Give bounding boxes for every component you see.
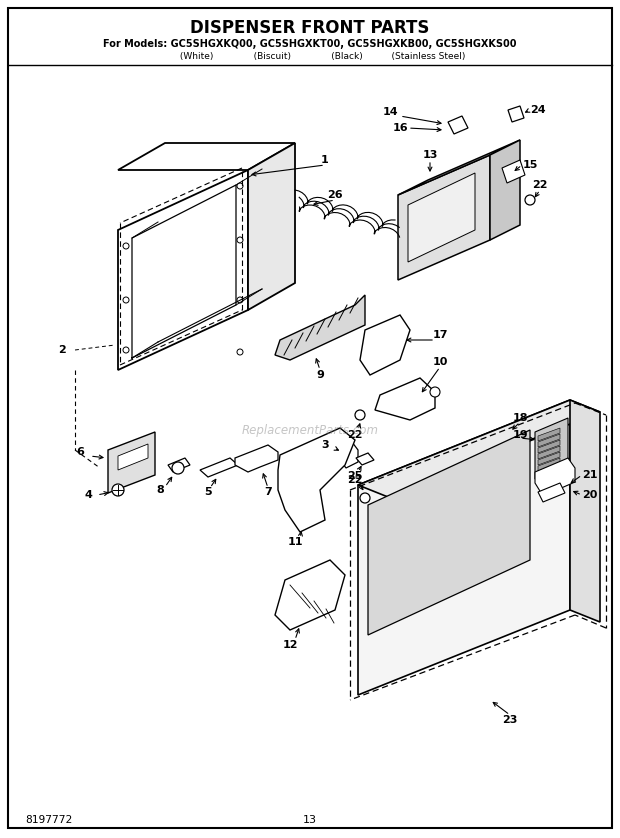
Circle shape [237,349,243,355]
Circle shape [123,297,129,303]
Text: 1: 1 [321,155,329,165]
Polygon shape [118,170,248,370]
Text: 24: 24 [530,105,546,115]
Polygon shape [538,483,565,502]
Polygon shape [275,560,345,630]
Polygon shape [358,400,570,695]
Polygon shape [358,400,600,497]
Polygon shape [502,160,525,183]
Circle shape [355,410,365,420]
Text: 21: 21 [582,470,598,480]
Text: 22: 22 [532,180,547,190]
Polygon shape [538,428,560,441]
Text: DISPENSER FRONT PARTS: DISPENSER FRONT PARTS [190,19,430,37]
Text: 17: 17 [432,330,448,340]
Polygon shape [375,378,435,420]
Polygon shape [570,400,600,622]
Text: 18: 18 [512,413,528,423]
Text: 13: 13 [422,150,438,160]
Polygon shape [538,446,560,459]
Text: 5: 5 [204,487,212,497]
Circle shape [123,347,129,353]
Polygon shape [398,140,520,195]
Polygon shape [340,442,358,468]
Circle shape [360,493,370,503]
Circle shape [430,387,440,397]
Polygon shape [275,295,365,360]
Text: 12: 12 [282,640,298,650]
Text: 23: 23 [502,715,518,725]
Circle shape [237,183,243,189]
Text: 22: 22 [347,475,363,485]
Text: (White)              (Biscuit)              (Black)          (Stainless Steel): (White) (Biscuit) (Black) (Stainless Ste… [154,51,466,60]
Text: 19: 19 [512,430,528,440]
Polygon shape [408,173,475,262]
Text: 11: 11 [287,537,303,547]
Polygon shape [278,428,355,532]
Polygon shape [448,116,468,134]
Text: 13: 13 [303,815,317,825]
Text: 22: 22 [347,430,363,440]
Polygon shape [118,444,148,470]
Circle shape [525,195,535,205]
Text: 14: 14 [382,107,398,117]
Polygon shape [356,453,374,465]
Polygon shape [118,143,295,170]
Text: 8: 8 [156,485,164,495]
Polygon shape [538,440,560,453]
Text: 26: 26 [327,190,343,200]
Text: 8197772: 8197772 [25,815,73,825]
Text: 7: 7 [264,487,272,497]
Text: 3: 3 [321,440,329,450]
Text: For Models: GC5SHGXKQ00, GC5SHGXKT00, GC5SHGXKB00, GC5SHGXKS00: For Models: GC5SHGXKQ00, GC5SHGXKT00, GC… [104,39,516,49]
Polygon shape [535,418,568,479]
Text: 15: 15 [522,160,538,170]
Text: 2: 2 [58,345,66,355]
Text: 10: 10 [432,357,448,367]
Text: 25: 25 [347,471,363,481]
Polygon shape [200,458,238,477]
Text: 4: 4 [84,490,92,500]
Polygon shape [235,445,278,472]
Text: 9: 9 [316,370,324,380]
Polygon shape [490,140,520,240]
Polygon shape [508,106,524,122]
Circle shape [172,462,184,474]
Polygon shape [248,143,295,310]
Polygon shape [360,315,410,375]
Polygon shape [538,434,560,447]
Polygon shape [108,432,155,493]
Text: 16: 16 [392,123,408,133]
Circle shape [237,297,243,303]
Polygon shape [535,458,575,496]
Circle shape [112,484,124,496]
Circle shape [237,237,243,243]
Text: 6: 6 [76,447,84,457]
Text: ReplacementParts.com: ReplacementParts.com [242,423,378,437]
Polygon shape [538,452,560,465]
Circle shape [123,243,129,249]
Polygon shape [168,458,190,472]
Polygon shape [538,458,560,471]
Polygon shape [368,430,530,635]
Text: 20: 20 [582,490,598,500]
Polygon shape [398,155,490,280]
